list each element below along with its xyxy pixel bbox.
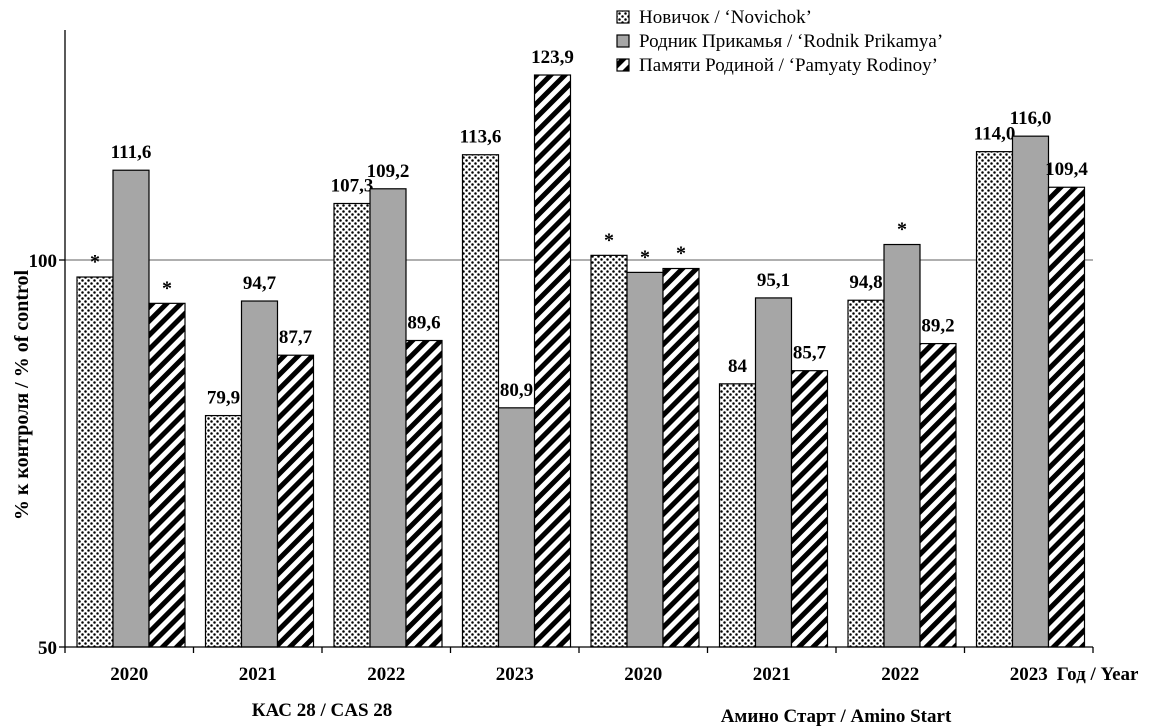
legend-swatch-hatch <box>616 58 630 72</box>
data-label: 95,1 <box>757 270 790 291</box>
data-label: 89,6 <box>407 312 440 333</box>
bar-gray-6 <box>883 243 921 648</box>
legend: Новичок / ‘Novichok’ Родник Прикамья / ‘R… <box>616 7 943 76</box>
bar-gray-4 <box>626 271 664 648</box>
data-label: 114,0 <box>974 124 1016 145</box>
data-label: 111,6 <box>111 142 152 163</box>
data-label: 109,2 <box>367 161 410 182</box>
bar-hatch-2 <box>405 339 443 648</box>
legend-label: Памяти Родиной / ‘Pamyaty Rodinoy’ <box>639 55 938 76</box>
x-tick-label: 2023 <box>1010 664 1048 685</box>
data-label: 80,9 <box>500 380 533 401</box>
data-label: * <box>640 246 650 268</box>
bar-hatch-1 <box>276 354 315 648</box>
plot-area: * 79,9 107,3 113,6 * 84 94,8 114,0 111,6 94,7 109,… <box>29 30 1139 727</box>
x-tick-label: 2020 <box>110 664 148 685</box>
data-label: 79,9 <box>207 388 240 409</box>
bar-hatch-5 <box>790 370 829 648</box>
data-label: * <box>897 219 907 241</box>
data-label: 109,4 <box>1045 159 1088 180</box>
x-tick-label: 2023 <box>496 664 534 685</box>
data-label: * <box>90 251 100 273</box>
data-label: 89,2 <box>921 316 954 337</box>
x-tick-label: 2022 <box>367 664 405 685</box>
legend-swatch-dots <box>616 10 630 24</box>
bar-hatch-6 <box>919 342 957 648</box>
bar-gray-2 <box>369 188 407 648</box>
legend-label: Новичок / ‘Novichok’ <box>639 7 812 28</box>
x-tick-label: 2020 <box>624 664 662 685</box>
data-label: 113,6 <box>460 127 502 148</box>
bar-dots-7 <box>975 151 1014 648</box>
y-tick-label: 100 <box>29 251 58 272</box>
data-label: 123,9 <box>531 47 574 68</box>
data-label: * <box>162 277 172 299</box>
data-label: 116,0 <box>1010 108 1052 129</box>
group-label: Амино Старт / Amino Start <box>721 706 952 727</box>
y-tick-label: 50 <box>38 638 57 659</box>
data-label: 87,7 <box>279 327 313 348</box>
data-label: 94,7 <box>243 273 277 294</box>
bar-hatch-7 <box>1047 186 1086 648</box>
bar-gray-0 <box>112 169 150 648</box>
bar-dots-4 <box>590 254 628 648</box>
bar-dots-3 <box>461 154 500 648</box>
bar-gray-7 <box>1011 135 1050 648</box>
bar-dots-2 <box>333 202 371 648</box>
y-axis-title: % к контроля / % of control <box>11 269 33 520</box>
bar-hatch-0 <box>148 302 186 648</box>
bar-dots-1 <box>204 414 243 648</box>
bar-dots-0 <box>76 276 114 648</box>
bar-dots-5 <box>718 383 757 648</box>
data-label: 85,7 <box>793 343 827 364</box>
x-tick-label: 2022 <box>881 664 919 685</box>
x-axis-title: Год / Year <box>1057 664 1139 685</box>
x-tick-label: 2021 <box>239 664 277 685</box>
data-label: 94,8 <box>849 272 882 293</box>
data-label: * <box>676 243 686 265</box>
legend-label: Родник Прикамья / ‘Rodnik Prikamya’ <box>639 31 943 52</box>
bar-dots-6 <box>847 299 885 648</box>
data-label: * <box>604 229 614 251</box>
bar-gray-1 <box>240 300 279 648</box>
bar-hatch-4 <box>662 267 700 648</box>
legend-swatch-gray <box>616 34 630 48</box>
bar-hatch-3 <box>533 74 572 648</box>
data-label: 107,3 <box>331 175 374 196</box>
bar-gray-5 <box>754 297 793 648</box>
x-tick-label: 2021 <box>753 664 791 685</box>
bar-gray-3 <box>497 407 536 648</box>
data-label: 84 <box>728 356 748 377</box>
group-label: КАС 28 / CAS 28 <box>252 700 393 721</box>
